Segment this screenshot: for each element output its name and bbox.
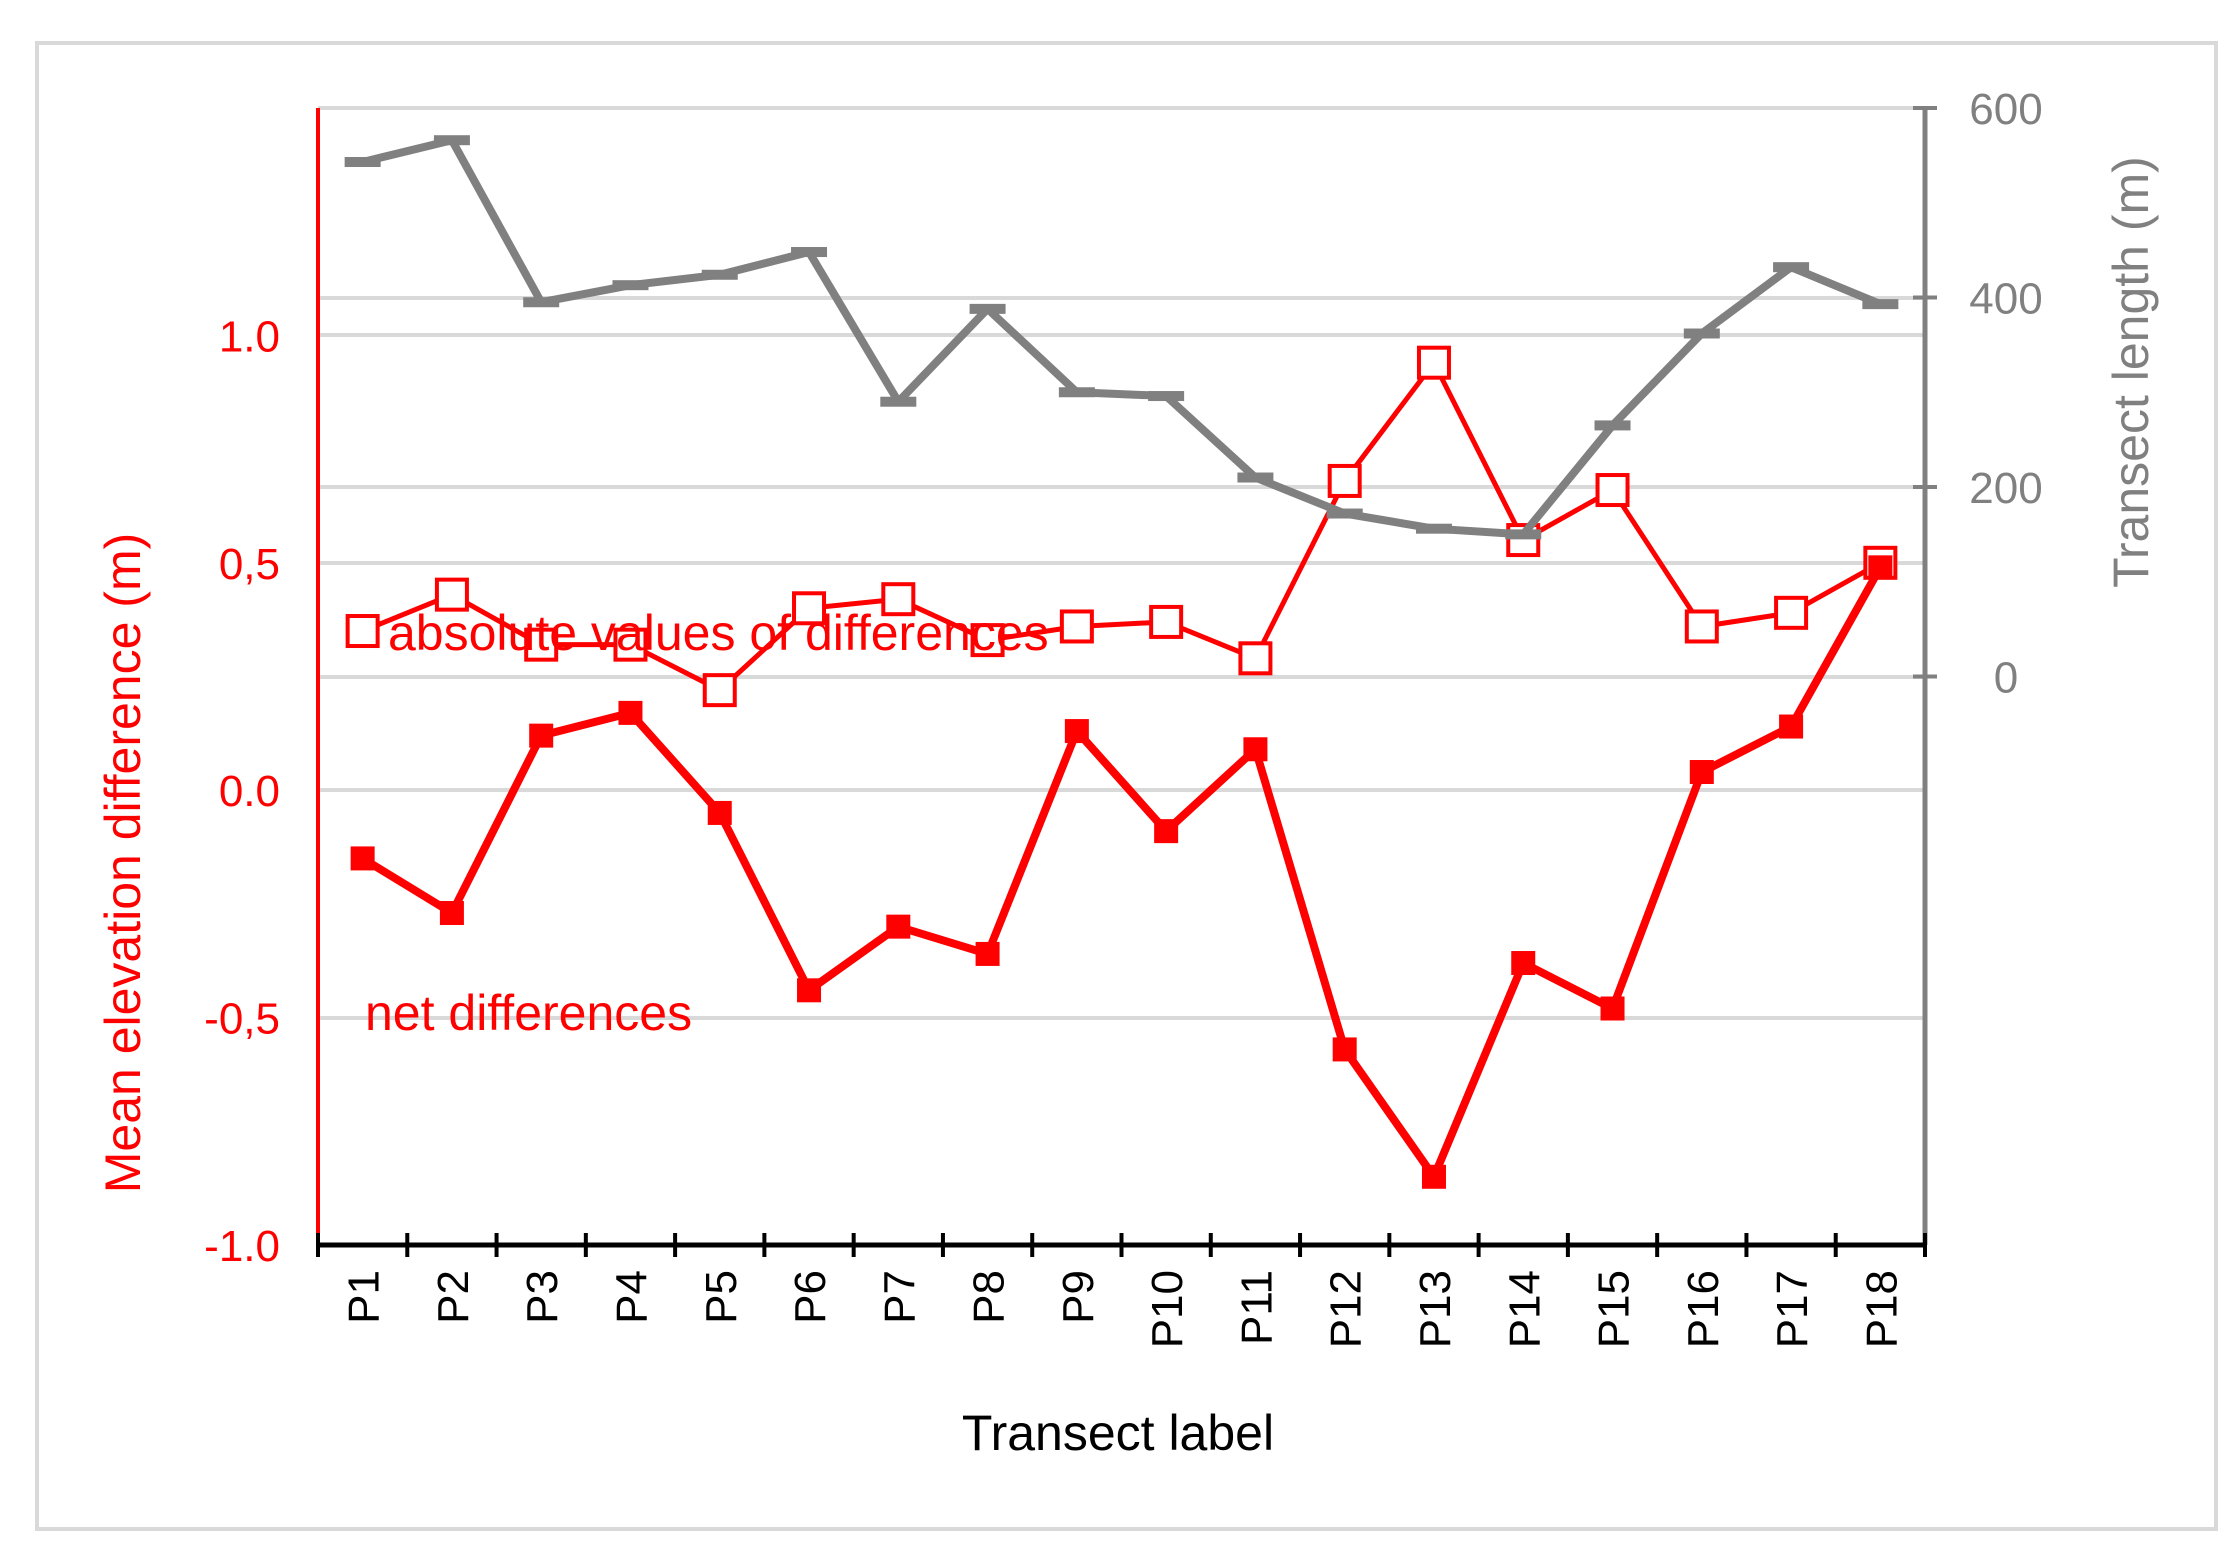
tick-labels: P1 P2 P3 P4 P5 P6 P7 P8 P9 P10 P11 P12 P13 P14 P15 P16 P… bbox=[204, 85, 2043, 1348]
data-point bbox=[1064, 719, 1089, 744]
data-point bbox=[1505, 529, 1542, 540]
x-tick-label: P5 bbox=[697, 1270, 746, 1324]
data-point bbox=[797, 978, 822, 1003]
data-point bbox=[1773, 262, 1810, 273]
data-point bbox=[1154, 819, 1179, 844]
data-point bbox=[612, 280, 649, 291]
data-point bbox=[975, 941, 1000, 966]
x-tick-label: P11 bbox=[1232, 1270, 1281, 1345]
data-point bbox=[613, 627, 648, 662]
data-point bbox=[345, 614, 380, 649]
data-point bbox=[792, 591, 827, 626]
data-point bbox=[523, 297, 560, 308]
series-0 bbox=[345, 345, 1898, 708]
data-point bbox=[524, 627, 559, 662]
data-point bbox=[1148, 391, 1185, 402]
x-tick-label: P15 bbox=[1590, 1270, 1639, 1348]
data-point bbox=[791, 247, 828, 258]
data-point bbox=[707, 800, 732, 825]
data-point bbox=[1326, 508, 1363, 519]
data-point bbox=[439, 900, 464, 925]
x-tick-label: P18 bbox=[1857, 1270, 1906, 1348]
x-tick-label: P17 bbox=[1768, 1270, 1817, 1348]
right-y-tick-label: 600 bbox=[1969, 85, 2042, 134]
left-y-tick-label: -0,5 bbox=[204, 995, 280, 1044]
data-point bbox=[434, 577, 469, 612]
data-point bbox=[1594, 420, 1631, 431]
data-point bbox=[969, 303, 1006, 314]
data-point bbox=[1868, 555, 1893, 580]
data-point bbox=[1059, 609, 1094, 644]
x-tick-label: P8 bbox=[965, 1270, 1014, 1324]
x-tick-label: P7 bbox=[875, 1270, 924, 1324]
data-point bbox=[1421, 1164, 1446, 1189]
data-point bbox=[886, 914, 911, 939]
x-tick-label: P13 bbox=[1411, 1270, 1460, 1348]
right-y-tick-label: 400 bbox=[1969, 275, 2042, 324]
data-point bbox=[529, 723, 554, 748]
x-tick-label: P14 bbox=[1500, 1270, 1549, 1348]
data-point bbox=[1600, 996, 1625, 1021]
data-point bbox=[702, 673, 737, 708]
series-1 bbox=[350, 555, 1893, 1189]
annotation-net-differences: net differences bbox=[365, 985, 692, 1041]
data-point bbox=[881, 582, 916, 617]
x-tick-label: P10 bbox=[1143, 1270, 1192, 1348]
data-point bbox=[1238, 641, 1273, 676]
data-point bbox=[1327, 463, 1362, 498]
data-point bbox=[1243, 737, 1268, 762]
data-point bbox=[350, 846, 375, 871]
series-layer bbox=[344, 135, 1899, 1189]
x-tick-label: P2 bbox=[429, 1270, 478, 1324]
tick-marks bbox=[316, 106, 1937, 1257]
left-y-tick-label: 0,5 bbox=[219, 540, 280, 589]
x-tick-label: P12 bbox=[1322, 1270, 1371, 1348]
data-point bbox=[1416, 345, 1451, 380]
data-point bbox=[433, 135, 470, 146]
data-point bbox=[1684, 609, 1719, 644]
left-y-tick-label: -1.0 bbox=[204, 1222, 280, 1271]
annotation-absolute-values: absolute values of differences bbox=[388, 605, 1049, 661]
right-y-tick-label: 0 bbox=[1994, 654, 2018, 703]
data-point bbox=[1595, 473, 1630, 508]
data-point bbox=[1058, 387, 1095, 398]
x-tick-label: P16 bbox=[1679, 1270, 1728, 1348]
data-point bbox=[1415, 523, 1452, 534]
data-point bbox=[618, 700, 643, 725]
series-2 bbox=[344, 135, 1899, 540]
data-point bbox=[1689, 760, 1714, 785]
data-point bbox=[1779, 714, 1804, 739]
right-y-tick-label: 200 bbox=[1969, 464, 2042, 513]
data-point bbox=[1862, 299, 1899, 310]
x-tick-label: P9 bbox=[1054, 1270, 1103, 1324]
data-point bbox=[344, 157, 381, 168]
data-point bbox=[880, 396, 917, 407]
gridlines bbox=[318, 106, 1925, 1020]
left-y-axis-title: Mean elevation difference (m) bbox=[95, 533, 151, 1194]
x-tick-label: P1 bbox=[340, 1270, 389, 1324]
x-tick-label: P3 bbox=[518, 1270, 567, 1324]
data-point bbox=[1774, 595, 1809, 630]
data-point bbox=[1511, 951, 1536, 976]
data-point bbox=[1149, 604, 1184, 639]
data-point bbox=[1683, 328, 1720, 339]
left-y-tick-label: 1.0 bbox=[219, 312, 280, 361]
data-point bbox=[1237, 472, 1274, 483]
left-y-tick-label: 0.0 bbox=[219, 767, 280, 816]
data-point bbox=[701, 269, 738, 280]
data-point bbox=[1332, 1037, 1357, 1062]
right-y-axis-title: Transect length (m) bbox=[2103, 156, 2159, 588]
data-point bbox=[970, 623, 1005, 658]
series-line bbox=[360, 565, 1884, 1181]
x-tick-label: P6 bbox=[786, 1270, 835, 1324]
x-tick-label: P4 bbox=[607, 1270, 656, 1324]
x-axis-title: Transect label bbox=[962, 1405, 1274, 1461]
